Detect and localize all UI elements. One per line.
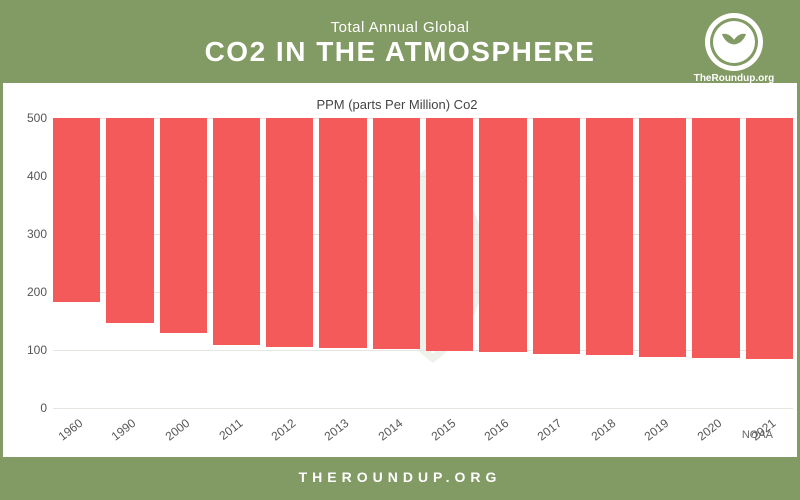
- bar: [692, 118, 739, 358]
- footer: THEROUNDUP.ORG: [3, 457, 797, 497]
- brand-logo: TheRoundup.org: [689, 13, 779, 103]
- y-tick-label: 100: [27, 343, 47, 357]
- y-tick-label: 0: [40, 401, 47, 415]
- header-title: CO2 IN THE ATMOSPHERE: [205, 36, 596, 68]
- bar-column: 2015: [426, 118, 473, 408]
- plot: 0100200300400500 19601990200020112012201…: [53, 118, 800, 408]
- y-axis: 0100200300400500: [17, 118, 51, 408]
- y-tick-label: 400: [27, 169, 47, 183]
- header-subtitle: Total Annual Global: [331, 19, 470, 36]
- bar-column: 2016: [479, 118, 526, 408]
- x-tick-label: 1960: [56, 416, 86, 443]
- x-tick-label: 2019: [642, 416, 672, 443]
- bar: [479, 118, 526, 352]
- chart-card: Total Annual Global CO2 IN THE ATMOSPHER…: [0, 0, 800, 500]
- bars-container: 1960199020002011201220132014201520162017…: [53, 118, 793, 408]
- bar-column: 2011: [213, 118, 260, 408]
- bar-column: 2012: [266, 118, 313, 408]
- bar: [586, 118, 633, 355]
- bar: [319, 118, 366, 348]
- chart-axis-title: PPM (parts Per Million) Co2: [17, 97, 777, 112]
- bar: [373, 118, 420, 349]
- logo-text: TheRoundup.org: [694, 73, 775, 84]
- bar-column: 2019: [639, 118, 686, 408]
- bar: [639, 118, 686, 357]
- logo-circle-icon: [705, 13, 763, 71]
- bar: [213, 118, 260, 345]
- bar-column: 2013: [319, 118, 366, 408]
- y-tick-label: 500: [27, 111, 47, 125]
- bar: [106, 118, 153, 323]
- bar-column: 1960: [53, 118, 100, 408]
- x-tick-label: 2015: [429, 416, 459, 443]
- bar-column: 2000: [160, 118, 207, 408]
- x-tick-label: 1990: [109, 416, 139, 443]
- bar: [426, 118, 473, 351]
- x-tick-label: 2012: [269, 416, 299, 443]
- y-tick-label: 200: [27, 285, 47, 299]
- x-tick-label: 2011: [216, 416, 245, 443]
- bar: [266, 118, 313, 347]
- x-tick-label: 2000: [162, 416, 192, 443]
- y-tick-label: 300: [27, 227, 47, 241]
- bar-column: 2018: [586, 118, 633, 408]
- bar-column: 2021: [746, 118, 793, 408]
- x-tick-label: 2018: [588, 416, 618, 443]
- header: Total Annual Global CO2 IN THE ATMOSPHER…: [3, 3, 797, 83]
- bar-column: 1990: [106, 118, 153, 408]
- x-tick-label: 2013: [322, 416, 352, 443]
- x-tick-label: 2020: [695, 416, 725, 443]
- bar-column: 2014: [373, 118, 420, 408]
- bar-column: 2020: [692, 118, 739, 408]
- bar: [160, 118, 207, 333]
- x-tick-label: 2017: [535, 416, 565, 443]
- bar: [53, 118, 100, 302]
- chart-area: PPM (parts Per Million) Co2 010020030040…: [3, 91, 797, 447]
- x-tick-label: 2014: [375, 416, 405, 443]
- bar-column: 2017: [533, 118, 580, 408]
- footer-text: THEROUNDUP.ORG: [299, 469, 502, 485]
- x-tick-label: 2016: [482, 416, 512, 443]
- leaf-icon: [724, 32, 744, 52]
- grid-line: [53, 408, 793, 409]
- bar: [746, 118, 793, 359]
- data-source-label: NOAA: [742, 429, 773, 441]
- bar: [533, 118, 580, 354]
